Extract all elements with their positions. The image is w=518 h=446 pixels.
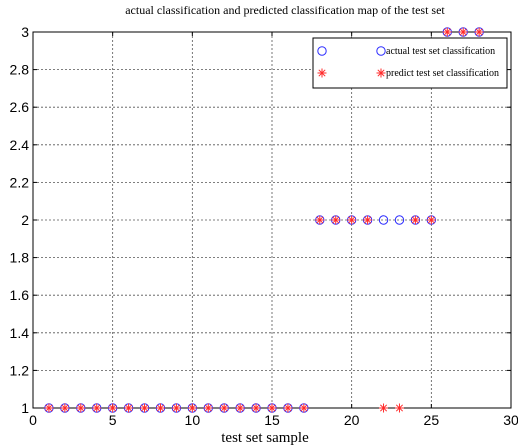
data-point-star (203, 403, 213, 413)
chart-title: actual classification and predicted clas… (125, 3, 445, 17)
legend-label: predict test set classification (386, 68, 499, 79)
legend-box (312, 37, 508, 89)
legend-marker (376, 68, 386, 78)
y-tick-label: 1.6 (10, 287, 30, 303)
data-point-star (347, 215, 357, 225)
data-point-star (92, 403, 102, 413)
data-point-star (76, 403, 86, 413)
data-point-star (187, 403, 197, 413)
data-point-star (379, 403, 389, 413)
y-tick-label: 2.2 (10, 174, 30, 190)
data-point-star (474, 27, 484, 37)
y-tick-label: 1.2 (10, 362, 30, 378)
data-point-star (458, 27, 468, 37)
data-point-star (410, 215, 420, 225)
x-tick-label: 5 (109, 412, 117, 428)
legend-entry: actual test set classification (317, 46, 495, 57)
data-point-star (108, 403, 118, 413)
data-point-star (155, 403, 165, 413)
data-marks (44, 27, 484, 413)
y-tick-label: 2 (21, 212, 29, 228)
data-point-circle (378, 215, 389, 225)
data-point-star (235, 403, 245, 413)
data-point-circle (394, 215, 405, 225)
y-tick-label: 1 (21, 400, 29, 416)
legend-entry: predict test set classification (317, 68, 499, 79)
x-tick-label: 30 (503, 412, 518, 428)
y-tick-label: 3 (21, 24, 29, 40)
data-point-star (426, 215, 436, 225)
series-2 (44, 27, 484, 413)
data-point-star (315, 215, 325, 225)
legend-marker (317, 68, 327, 78)
data-point-star (171, 403, 181, 413)
data-point-star (299, 403, 309, 413)
data-point-star (44, 403, 54, 413)
data-point-star (363, 215, 373, 225)
y-tick-label: 1.8 (10, 250, 30, 266)
data-point-star (394, 403, 404, 413)
x-tick-label: 25 (424, 412, 440, 428)
axis-ticks: 0 5 10 15 20 25 30 1 1.2 1.4 1.6 1.8 2 2.2 2.4 2.6 2.8 3 (10, 24, 518, 428)
x-tick-label: 15 (264, 412, 280, 428)
y-tick-label: 1.4 (10, 325, 30, 341)
data-point-star (251, 403, 261, 413)
data-point-star (140, 403, 150, 413)
data-point-star (331, 215, 341, 225)
data-point-star (60, 403, 70, 413)
data-point-star (283, 403, 293, 413)
legend: actual test set classification predict te… (312, 37, 508, 89)
data-point-star (124, 403, 134, 413)
legend-marker (376, 46, 386, 56)
x-tick-label: 0 (29, 412, 37, 428)
legend-label: actual test set classification (386, 46, 495, 57)
y-tick-label: 2.6 (10, 99, 30, 115)
data-point-star (442, 27, 452, 37)
data-point-star (219, 403, 229, 413)
y-tick-label: 2.4 (10, 137, 30, 153)
legend-marker (317, 46, 327, 56)
x-axis-label: test set sample (221, 430, 309, 446)
data-point-star (267, 403, 277, 413)
x-tick-label: 10 (185, 412, 201, 428)
y-tick-label: 2.8 (10, 62, 30, 78)
x-tick-label: 20 (344, 412, 360, 428)
